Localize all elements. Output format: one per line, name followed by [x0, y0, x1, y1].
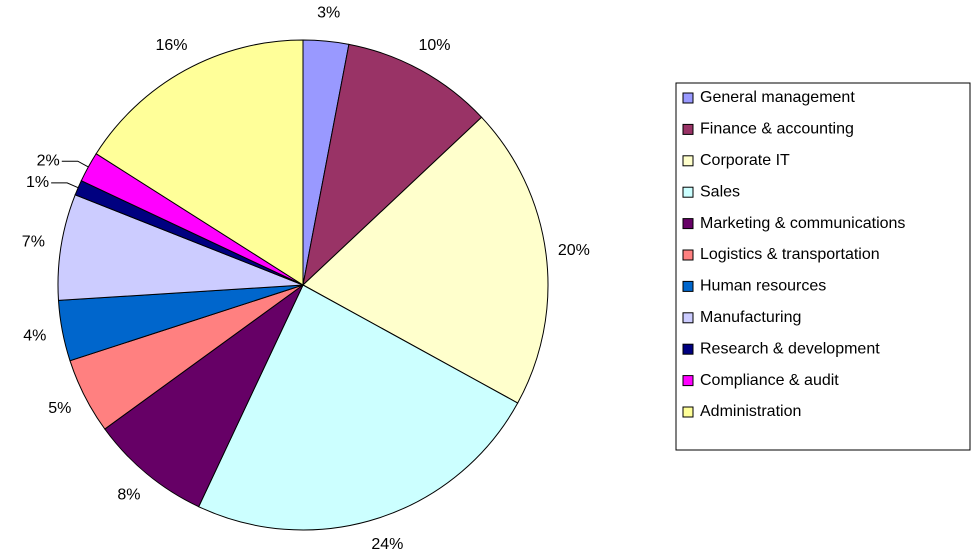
legend-swatch — [682, 375, 694, 387]
legend-swatch — [682, 312, 694, 324]
legend-label: Sales — [700, 183, 740, 200]
data-label: 1% — [26, 174, 49, 191]
data-label: 5% — [48, 400, 71, 417]
legend-label: General management — [700, 89, 855, 106]
pie-slice — [95, 39, 304, 286]
pie-slice — [302, 116, 549, 404]
data-label: 3% — [317, 4, 340, 21]
legend-label: Compliance & audit — [700, 372, 839, 389]
legend-swatch — [682, 249, 694, 261]
data-label: 20% — [558, 242, 590, 259]
legend-label: Manufacturing — [700, 309, 801, 326]
leader-line — [51, 182, 79, 189]
pie-slice — [104, 284, 304, 508]
pie-slice — [302, 43, 483, 287]
legend-label: Finance & accounting — [700, 121, 854, 138]
data-label: 8% — [117, 487, 140, 504]
data-label: 10% — [419, 37, 451, 54]
data-label: 2% — [37, 152, 60, 169]
legend-swatch — [682, 186, 694, 198]
legend-swatch — [682, 123, 694, 135]
legend-box — [675, 82, 971, 451]
leader-line — [61, 160, 89, 168]
legend-swatch — [682, 92, 694, 104]
legend-swatch — [682, 155, 694, 167]
legend-label: Human resources — [700, 278, 826, 295]
legend-swatch — [682, 343, 694, 355]
legend-swatch — [682, 218, 694, 230]
data-label: 4% — [23, 327, 46, 344]
pie-slice — [198, 284, 519, 531]
legend-swatch — [682, 406, 694, 418]
legend-swatch — [682, 280, 694, 292]
legend-label: Corporate IT — [700, 152, 790, 169]
legend-label: Logistics & transportation — [700, 246, 880, 263]
legend-label: Administration — [700, 403, 801, 420]
data-label: 24% — [371, 536, 403, 553]
legend-label: Research & development — [700, 340, 880, 357]
pie-slice — [57, 194, 304, 301]
data-label: 7% — [22, 234, 45, 251]
legend-label: Marketing & communications — [700, 215, 905, 232]
data-label: 16% — [155, 37, 187, 54]
